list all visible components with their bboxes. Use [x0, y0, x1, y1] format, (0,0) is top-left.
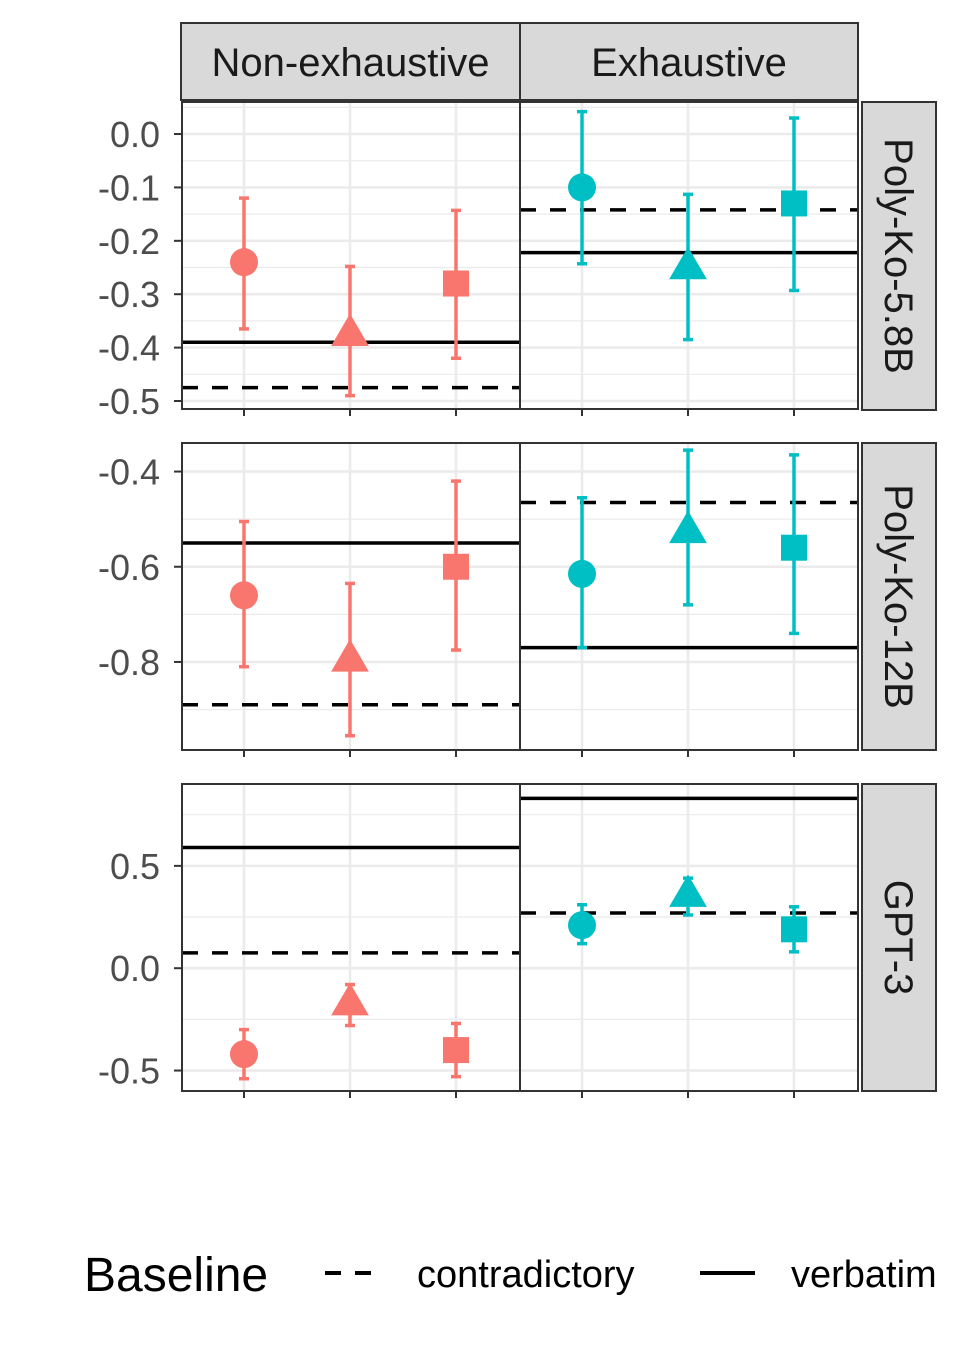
y-tick-label: -0.5: [98, 1051, 160, 1092]
point-triangle: [669, 246, 707, 280]
legend: Baseline contradictory verbatim: [84, 1249, 937, 1302]
point-square: [443, 1037, 469, 1064]
strip-poly-ko-5-8b: [861, 101, 937, 411]
panel-gpt-3-exhaustive: [519, 783, 859, 1092]
strip-gpt-3: [861, 783, 937, 1092]
y-tick-label: -0.2: [98, 221, 160, 262]
panel-poly-ko-12b-exhaustive: [519, 442, 859, 751]
strip-label-poly-ko-12b: Poly-Ko-12B: [876, 484, 920, 709]
point-circle: [568, 173, 596, 202]
point-square: [781, 916, 807, 943]
point-triangle: [669, 510, 707, 544]
legend-title: Baseline: [84, 1249, 268, 1302]
panel-poly-ko-5-8b-exhaustive: [519, 101, 859, 410]
point-circle: [568, 911, 596, 940]
strip-label-non-exhaustive: Non-exhaustive: [212, 41, 490, 85]
point-square: [443, 553, 469, 580]
strip-non-exhaustive: [180, 22, 521, 101]
point-triangle: [331, 982, 369, 1016]
column-strips: Non-exhaustive Exhaustive: [180, 22, 859, 101]
y-tick-label: 0.5: [110, 846, 160, 887]
point-circle: [230, 1040, 258, 1069]
legend-label-contradictory: contradictory: [417, 1254, 635, 1296]
point-triangle: [331, 313, 369, 346]
strip-label-gpt-3: GPT-3: [876, 880, 920, 996]
y-tick-label: -0.6: [98, 547, 160, 588]
strip-label-exhaustive: Exhaustive: [591, 41, 787, 85]
y-tick-label: -0.4: [98, 452, 160, 493]
point-triangle: [331, 639, 369, 672]
point-square: [781, 190, 807, 217]
panels: 0.0-0.1-0.2-0.3-0.4-0.5-0.4-0.6-0.80.50.…: [98, 101, 859, 1098]
point-circle: [230, 581, 258, 610]
strip-poly-ko-12b: [861, 442, 937, 751]
point-circle: [568, 559, 596, 588]
legend-label-verbatim: verbatim: [791, 1254, 937, 1296]
strip-label-poly-ko-5-8b: Poly-Ko-5.8B: [876, 138, 920, 374]
strip-exhaustive: [519, 22, 859, 101]
panel-poly-ko-5-8b-non-exhaustive: [181, 101, 521, 410]
panel-poly-ko-12b-non-exhaustive: [181, 442, 521, 751]
y-tick-label: 0.0: [110, 114, 160, 155]
y-axis-gpt-3: 0.5 0.0 -0.5: [98, 846, 795, 1098]
y-tick-label: -0.1: [98, 167, 160, 208]
y-tick-label: 0.0: [110, 948, 160, 989]
y-axis-poly-ko-5-8b: 0.0 -0.1 -0.2 -0.3 -0.4 -0.5: [98, 114, 795, 422]
row-strips: Poly-Ko-5.8B Poly-Ko-12B GPT-3: [861, 101, 937, 1092]
y-tick-label: -0.3: [98, 274, 160, 315]
y-axis-poly-ko-12b: -0.4 -0.6 -0.8: [98, 452, 795, 757]
point-triangle: [669, 874, 707, 907]
point-square: [781, 534, 807, 561]
point-square: [443, 270, 469, 297]
y-tick-label: -0.4: [98, 328, 160, 369]
panel-gpt-3-non-exhaustive: [181, 783, 521, 1092]
y-tick-label: -0.5: [98, 381, 160, 422]
point-circle: [230, 248, 258, 277]
y-tick-label: -0.8: [98, 642, 160, 683]
